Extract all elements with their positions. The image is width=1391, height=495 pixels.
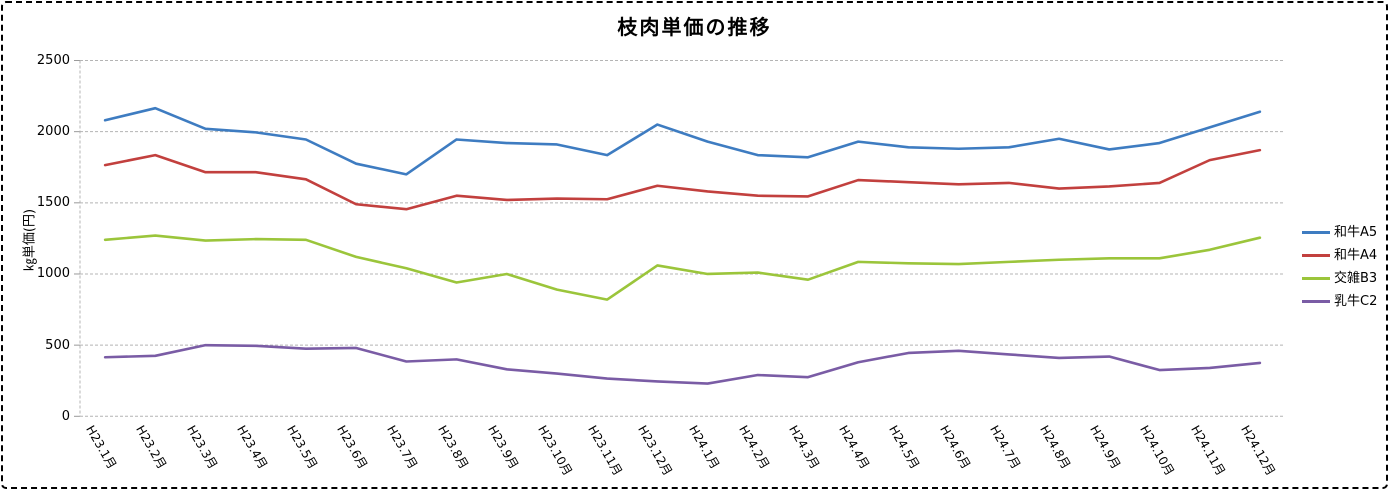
legend-line-swatch <box>1302 231 1330 234</box>
legend-item-wagyu-a5: 和牛A5 <box>1302 224 1377 241</box>
series-line-kozatsu-b3 <box>103 234 1262 301</box>
series-line-wagyu-a5 <box>103 106 1262 176</box>
legend-item-kozatsu-b3: 交雑B3 <box>1302 270 1377 287</box>
chart-title: 枝肉単価の推移 <box>617 15 772 39</box>
plot-area <box>74 60 1285 417</box>
y-tick-label: 2500 <box>36 53 70 68</box>
legend-label: 交雑B3 <box>1334 270 1378 286</box>
y-tick-label: 2000 <box>36 124 70 140</box>
y-tick-label: 1500 <box>36 195 70 211</box>
legend-line-swatch <box>1302 254 1330 257</box>
legend-line-swatch <box>1302 277 1330 280</box>
legend-line-swatch <box>1302 300 1330 303</box>
y-tick-label: 500 <box>45 337 70 353</box>
legend-item-nyugyu-c2: 乳牛C2 <box>1302 293 1377 310</box>
legend: 和牛A5 和牛A4 交雑B3 乳牛C2 <box>1302 224 1377 316</box>
legend-label: 和牛A5 <box>1334 224 1378 240</box>
y-tick-label: 1000 <box>36 266 70 282</box>
legend-label: 和牛A4 <box>1334 247 1378 263</box>
legend-item-wagyu-a4: 和牛A4 <box>1302 247 1377 264</box>
y-tick-label: 0 <box>61 408 70 424</box>
legend-label: 乳牛C2 <box>1334 293 1378 309</box>
series-line-nyugyu-c2 <box>103 343 1262 385</box>
series-line-wagyu-a4 <box>103 148 1262 211</box>
